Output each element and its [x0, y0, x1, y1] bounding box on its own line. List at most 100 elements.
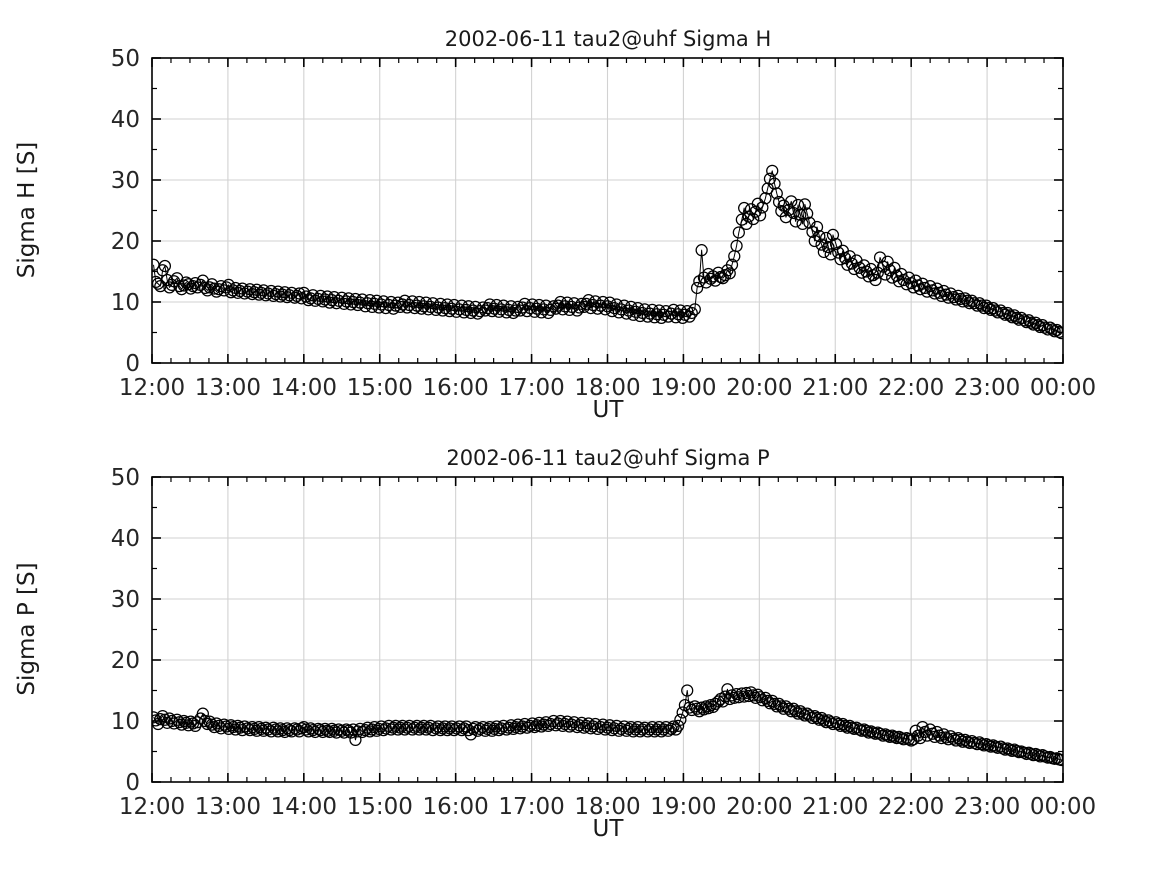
data-point-marker: [154, 713, 167, 726]
data-point-marker: [759, 192, 772, 205]
data-point-marker: [528, 720, 541, 734]
data-point-marker: [982, 739, 995, 752]
data-point-marker: [262, 723, 275, 736]
x-tick-label: 23:00: [954, 794, 1020, 820]
data-point-marker: [732, 226, 745, 239]
x-tick-label: 13:00: [195, 375, 261, 401]
x-tick-label: 21:00: [802, 375, 868, 401]
data-point-marker: [984, 740, 998, 753]
y-tick-label: 30: [111, 168, 140, 194]
data-point-marker: [1027, 318, 1040, 331]
data-point-marker: [999, 308, 1012, 321]
data-point-marker: [674, 304, 687, 317]
y-axis-label-h: Sigma H [S]: [14, 142, 40, 279]
data-point-marker: [1003, 743, 1016, 756]
series-group: [152, 683, 1063, 767]
data-point-marker: [963, 736, 976, 750]
chart-title-sigma-p: 2002-06-11 tau2@uhf Sigma P: [446, 446, 769, 470]
data-point-marker: [406, 295, 419, 308]
data-point-marker: [1006, 311, 1019, 324]
data-point-marker: [971, 299, 984, 312]
data-point-marker: [177, 714, 191, 728]
data-point-marker: [826, 717, 840, 731]
x-tick-label: 00:00: [1030, 794, 1096, 820]
data-point-marker: [267, 289, 280, 303]
data-point-marker: [895, 267, 908, 281]
data-point-marker: [1012, 313, 1026, 326]
data-point-marker: [297, 720, 310, 734]
data-point-marker: [984, 303, 998, 317]
data-point-marker: [728, 691, 741, 704]
y-axis-label-p: Sigma P [S]: [14, 562, 40, 695]
data-point-marker: [753, 209, 767, 222]
data-point-marker: [400, 721, 414, 734]
data-point-marker: [413, 295, 426, 309]
data-point-marker: [1020, 316, 1033, 329]
data-point-marker: [196, 707, 209, 720]
data-point-marker: [873, 251, 887, 264]
data-point-marker: [801, 207, 814, 220]
data-point-marker: [763, 697, 777, 710]
data-point-marker: [798, 709, 812, 722]
data-point-marker: [768, 177, 781, 190]
x-tick-label: 17:00: [498, 375, 564, 401]
y-tick-label: 10: [111, 290, 140, 316]
sigma-p-svg: 2002-06-11 tau2@uhf Sigma P 12:00 13:00 14…: [14, 446, 1096, 842]
data-point-marker: [641, 725, 654, 738]
data-point-marker: [462, 300, 475, 313]
data-point-marker: [627, 725, 640, 738]
data-point-marker: [528, 305, 541, 318]
data-point-marker: [785, 195, 798, 208]
data-point-marker: [490, 298, 503, 312]
data-point-marker: [824, 248, 837, 261]
data-point-marker: [571, 304, 584, 317]
data-point-marker: [646, 303, 659, 317]
data-point-marker: [441, 298, 454, 311]
data-point-marker: [500, 306, 513, 319]
data-point-marker: [328, 724, 341, 737]
data-point-marker: [775, 700, 788, 713]
data-point-marker: [869, 727, 882, 740]
x-tick-label: 16:00: [423, 794, 489, 820]
data-point-marker: [224, 719, 238, 732]
data-point-marker: [201, 717, 214, 731]
data-point-marker: [888, 261, 901, 274]
data-point-marker: [629, 305, 642, 318]
data-point-marker: [766, 164, 779, 177]
y-tick-label: 0: [125, 770, 140, 796]
data-point-marker: [881, 255, 894, 268]
data-point-marker: [704, 699, 717, 712]
data-point-marker: [283, 289, 296, 302]
data-point-marker: [605, 305, 619, 318]
data-point-marker: [902, 271, 916, 284]
data-point-marker: [843, 250, 856, 263]
x-tick-label: 16:00: [423, 375, 489, 401]
chart-panel-sigma-h: 2002-06-11 tau2@uhf Sigma H 12:00 13:00 14…: [0, 0, 1167, 437]
data-point-marker: [199, 714, 212, 728]
data-point-marker: [671, 719, 685, 733]
x-tick-label: 19:00: [650, 794, 716, 820]
data-point-marker: [794, 208, 807, 221]
y-tick-label: 50: [111, 46, 140, 72]
data-point-marker: [987, 301, 1000, 315]
tick-labels-p: 12:00 13:00 14:00 15:00 16:00 17:00 18:00 19:00…: [111, 465, 1096, 820]
data-point-marker: [565, 718, 578, 731]
data-point-marker: [500, 723, 513, 736]
x-tick-label: 23:00: [954, 375, 1020, 401]
x-axis-label-p: UT: [593, 816, 625, 842]
data-point-marker: [991, 306, 1004, 319]
data-point-marker: [455, 299, 468, 312]
x-tick-label: 18:00: [574, 794, 640, 820]
data-point-marker: [803, 216, 816, 229]
data-point-marker: [665, 722, 678, 736]
data-point-marker: [796, 217, 809, 231]
sigma-h-svg: 2002-06-11 tau2@uhf Sigma H 12:00 13:00 14…: [14, 27, 1096, 423]
x-tick-label: 17:00: [498, 794, 564, 820]
data-point-marker: [791, 198, 805, 212]
data-point-marker: [217, 718, 231, 731]
data-point-marker: [791, 707, 805, 720]
data-point-marker: [820, 231, 833, 245]
data-point-marker: [820, 716, 833, 729]
x-tick-label: 20:00: [726, 794, 792, 820]
